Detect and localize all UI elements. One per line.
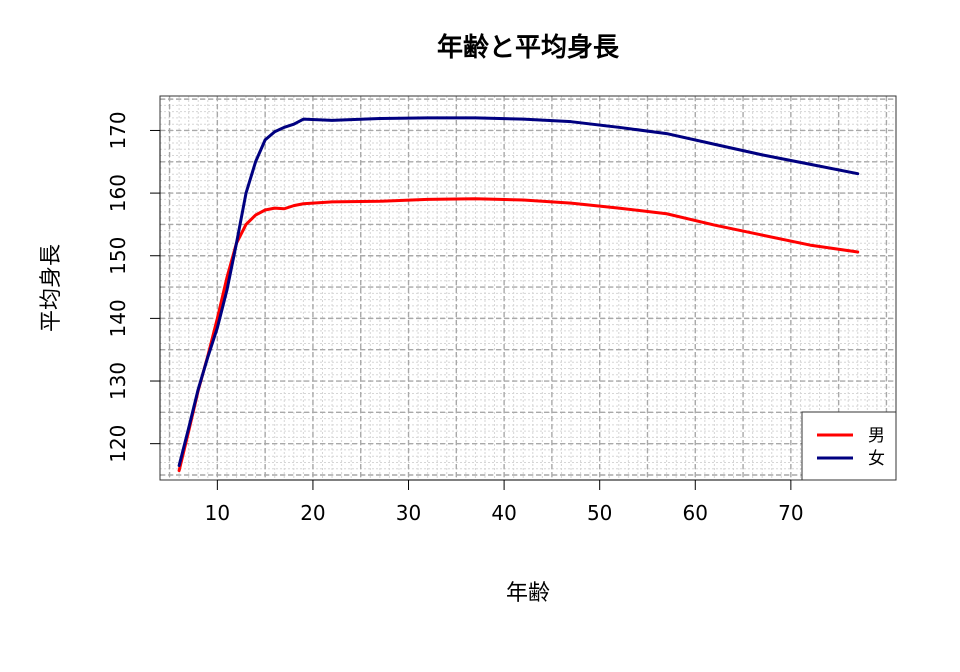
x-axis-label: 年齢 <box>506 581 550 606</box>
legend-label-female: 女 <box>868 449 885 469</box>
major-grid <box>160 96 896 480</box>
chart-title: 年齢と平均身長 <box>437 32 620 63</box>
series-line-0 <box>177 197 860 473</box>
x-tick-label: 60 <box>683 501 708 525</box>
legend-label-male: 男 <box>868 426 885 446</box>
y-tick-label: 150 <box>106 237 130 275</box>
y-tick-label: 130 <box>106 362 130 400</box>
x-tick-label: 10 <box>205 501 230 525</box>
minor-grid <box>159 96 897 480</box>
legend: 男 女 <box>801 411 897 481</box>
y-axis-label: 平均身長 <box>39 244 64 332</box>
x-axis: 10 20 30 40 50 60 70 <box>205 479 804 525</box>
legend-box <box>801 411 897 481</box>
series-layer <box>177 116 860 473</box>
y-tick-label: 140 <box>106 299 130 337</box>
plot-area-frame <box>159 95 897 481</box>
x-tick-label: 20 <box>300 501 325 525</box>
x-tick-label: 70 <box>778 501 803 525</box>
y-axis: 120 130 140 150 160 170 <box>106 111 161 463</box>
x-tick-label: 40 <box>491 501 516 525</box>
series-line-1 <box>177 116 860 468</box>
y-tick-label: 120 <box>106 425 130 463</box>
y-tick-label: 160 <box>106 174 130 212</box>
x-tick-label: 50 <box>587 501 612 525</box>
x-tick-label: 30 <box>396 501 421 525</box>
y-tick-label: 170 <box>106 111 130 149</box>
